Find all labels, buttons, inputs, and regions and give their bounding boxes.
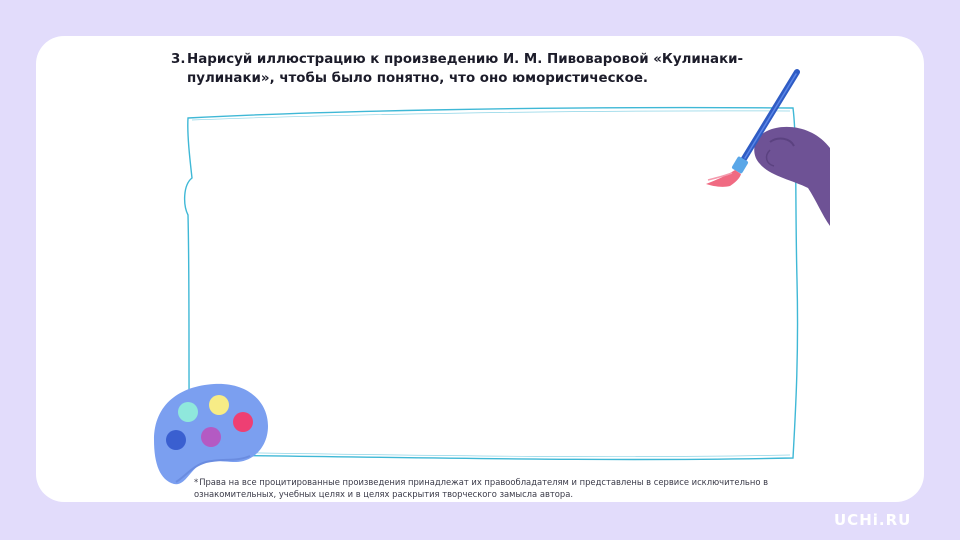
footnote-asterisk: * [194,477,199,487]
copyright-footnote: *Права на все процитированные произведен… [194,476,794,500]
task-number: 3. [171,52,186,67]
task-instruction: 3. Нарисуй иллюстрацию к произведению И.… [171,50,751,88]
footnote-text: Права на все процитированные произведени… [194,477,769,499]
paintbrush-in-hand-icon [706,69,830,226]
drawing-frame-border [183,106,799,461]
paint-pink [233,412,253,432]
paint-palette-icon [154,383,268,485]
brush-tip [706,170,741,187]
paint-yellow [209,395,229,415]
paint-mint [178,402,198,422]
uchi-ru-logo: UCHi.RU [834,511,912,529]
paint-blue [166,430,186,450]
brush-ferrule [731,156,749,174]
paint-purple [201,427,221,447]
task-text: Нарисуй иллюстрацию к произведению И. М.… [187,52,744,86]
hand [754,126,830,226]
